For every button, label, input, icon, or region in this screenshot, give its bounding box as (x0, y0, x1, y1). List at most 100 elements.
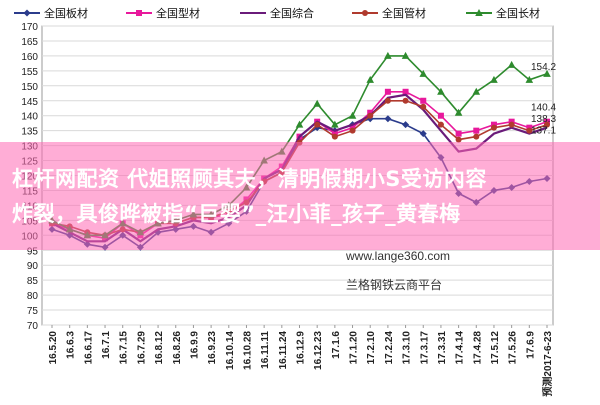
data-point (313, 99, 321, 107)
y-tick-label: 70 (27, 321, 39, 332)
x-tick-label: 16.10.28 (242, 331, 253, 370)
y-tick-label: 95 (27, 246, 39, 257)
data-point (490, 75, 498, 83)
end-value-label: 154.2 (531, 62, 556, 73)
data-point (402, 121, 410, 129)
legend-label: 全国长材 (496, 6, 540, 20)
data-point (419, 130, 427, 138)
data-point (401, 51, 410, 59)
x-tick-label: 17.5.12 (490, 331, 501, 365)
banner-line-1: 杠杆网配资 代姐照顾其夫，清明假期小S受访内容 (12, 167, 487, 191)
x-tick-label: 16.11.24 (278, 331, 289, 370)
data-point (402, 88, 409, 95)
legend-label: 全国型材 (156, 6, 200, 20)
x-tick-label: 16.8.26 (172, 331, 183, 365)
data-point (473, 127, 480, 134)
data-point (420, 97, 427, 104)
x-tick-label: 17.1.6 (331, 331, 342, 359)
data-point (420, 103, 427, 110)
y-tick-label: 150 (21, 82, 38, 93)
data-point (349, 127, 356, 134)
data-point (454, 108, 463, 116)
x-tick-label: 17.3.31 (437, 331, 448, 365)
x-tick-label: 17.1.20 (349, 331, 360, 365)
data-point (331, 133, 338, 140)
y-tick-label: 80 (27, 291, 39, 302)
x-tick-label: 17.6.9 (525, 331, 536, 359)
x-tick-label: 16.11.11 (260, 331, 271, 369)
x-tick-label: 16.6.17 (83, 331, 94, 365)
data-point (314, 121, 321, 128)
y-tick-label: 90 (27, 261, 39, 272)
end-value-label: 140.4 (531, 103, 556, 114)
y-tick-label: 135 (21, 127, 38, 138)
data-point (525, 75, 534, 83)
data-point (507, 60, 516, 68)
y-tick-label: 140 (21, 112, 38, 123)
x-tick-label: 16.9.23 (207, 331, 218, 365)
y-tick-label: 85 (27, 276, 39, 287)
x-tick-label: 16.6.3 (66, 331, 77, 359)
data-point (437, 112, 444, 119)
data-point (384, 88, 391, 95)
banner-text: 杠杆网配资 代姐照顾其夫，清明假期小S受访内容 炸裂，具俊晔被指“巨婴”_汪小菲… (12, 162, 592, 232)
data-point (384, 97, 391, 104)
data-point (348, 111, 357, 119)
x-tick-label: 17.3.10 (402, 331, 413, 365)
legend-label: 全国管材 (382, 6, 426, 20)
data-point (490, 124, 497, 131)
x-tick-label: 16.12.9 (296, 331, 307, 365)
watermark-name: 兰格钢铁云商平台 (346, 278, 443, 292)
legend-marker (362, 10, 368, 16)
overlay-banner (0, 142, 600, 250)
end-value-label: 137.1 (531, 125, 556, 136)
data-point (419, 69, 428, 77)
x-tick-label: 16.5.20 (48, 331, 59, 365)
y-tick-label: 165 (21, 37, 38, 48)
x-tick-label: 预测2017-6-23 (541, 331, 554, 397)
y-tick-label: 160 (21, 52, 38, 63)
legend-label: 全国综合 (270, 6, 314, 20)
data-point (473, 133, 480, 140)
data-point (384, 51, 392, 59)
data-point (543, 69, 551, 77)
y-tick-label: 170 (21, 22, 38, 33)
x-tick-label: 16.7.1 (101, 331, 112, 359)
end-value-label: 138.3 (531, 114, 556, 125)
data-point (402, 97, 409, 104)
x-tick-label: 16.7.15 (119, 331, 130, 365)
y-tick-label: 155 (21, 67, 38, 78)
legend-marker (136, 10, 142, 16)
data-point (455, 130, 462, 137)
y-tick-label: 145 (21, 97, 38, 108)
x-tick-label: 16.12.23 (313, 331, 324, 370)
x-tick-label: 16.7.29 (136, 331, 147, 365)
data-point (295, 120, 304, 128)
x-tick-label: 17.2.24 (384, 331, 395, 365)
data-point (544, 121, 550, 128)
x-tick-label: 16.10.14 (225, 331, 236, 370)
x-tick-label: 17.4.14 (455, 331, 466, 365)
data-point (526, 127, 533, 134)
y-tick-label: 75 (27, 306, 39, 317)
legend-marker (475, 9, 483, 16)
banner-line-2: 炸裂，具俊晔被指“巨婴”_汪小菲_孩子_黄春梅 (12, 202, 461, 226)
x-tick-label: 16.8.12 (154, 331, 165, 365)
x-tick-label: 17.2.10 (366, 331, 377, 365)
data-point (366, 75, 375, 83)
data-point (331, 120, 339, 128)
x-tick-label: 17.3.17 (419, 331, 430, 365)
data-point (437, 87, 445, 95)
data-point (508, 121, 515, 128)
watermark-site: www.lange360.com (346, 249, 451, 263)
x-tick-label: 16.9.9 (189, 331, 200, 359)
data-point (367, 112, 374, 119)
legend-label: 全国板材 (44, 6, 88, 20)
data-point (472, 87, 481, 95)
data-point (384, 115, 392, 123)
x-tick-label: 17.5.26 (508, 331, 519, 365)
data-point (437, 121, 444, 128)
legend-marker (23, 9, 31, 17)
x-tick-label: 17.4.28 (472, 331, 483, 365)
